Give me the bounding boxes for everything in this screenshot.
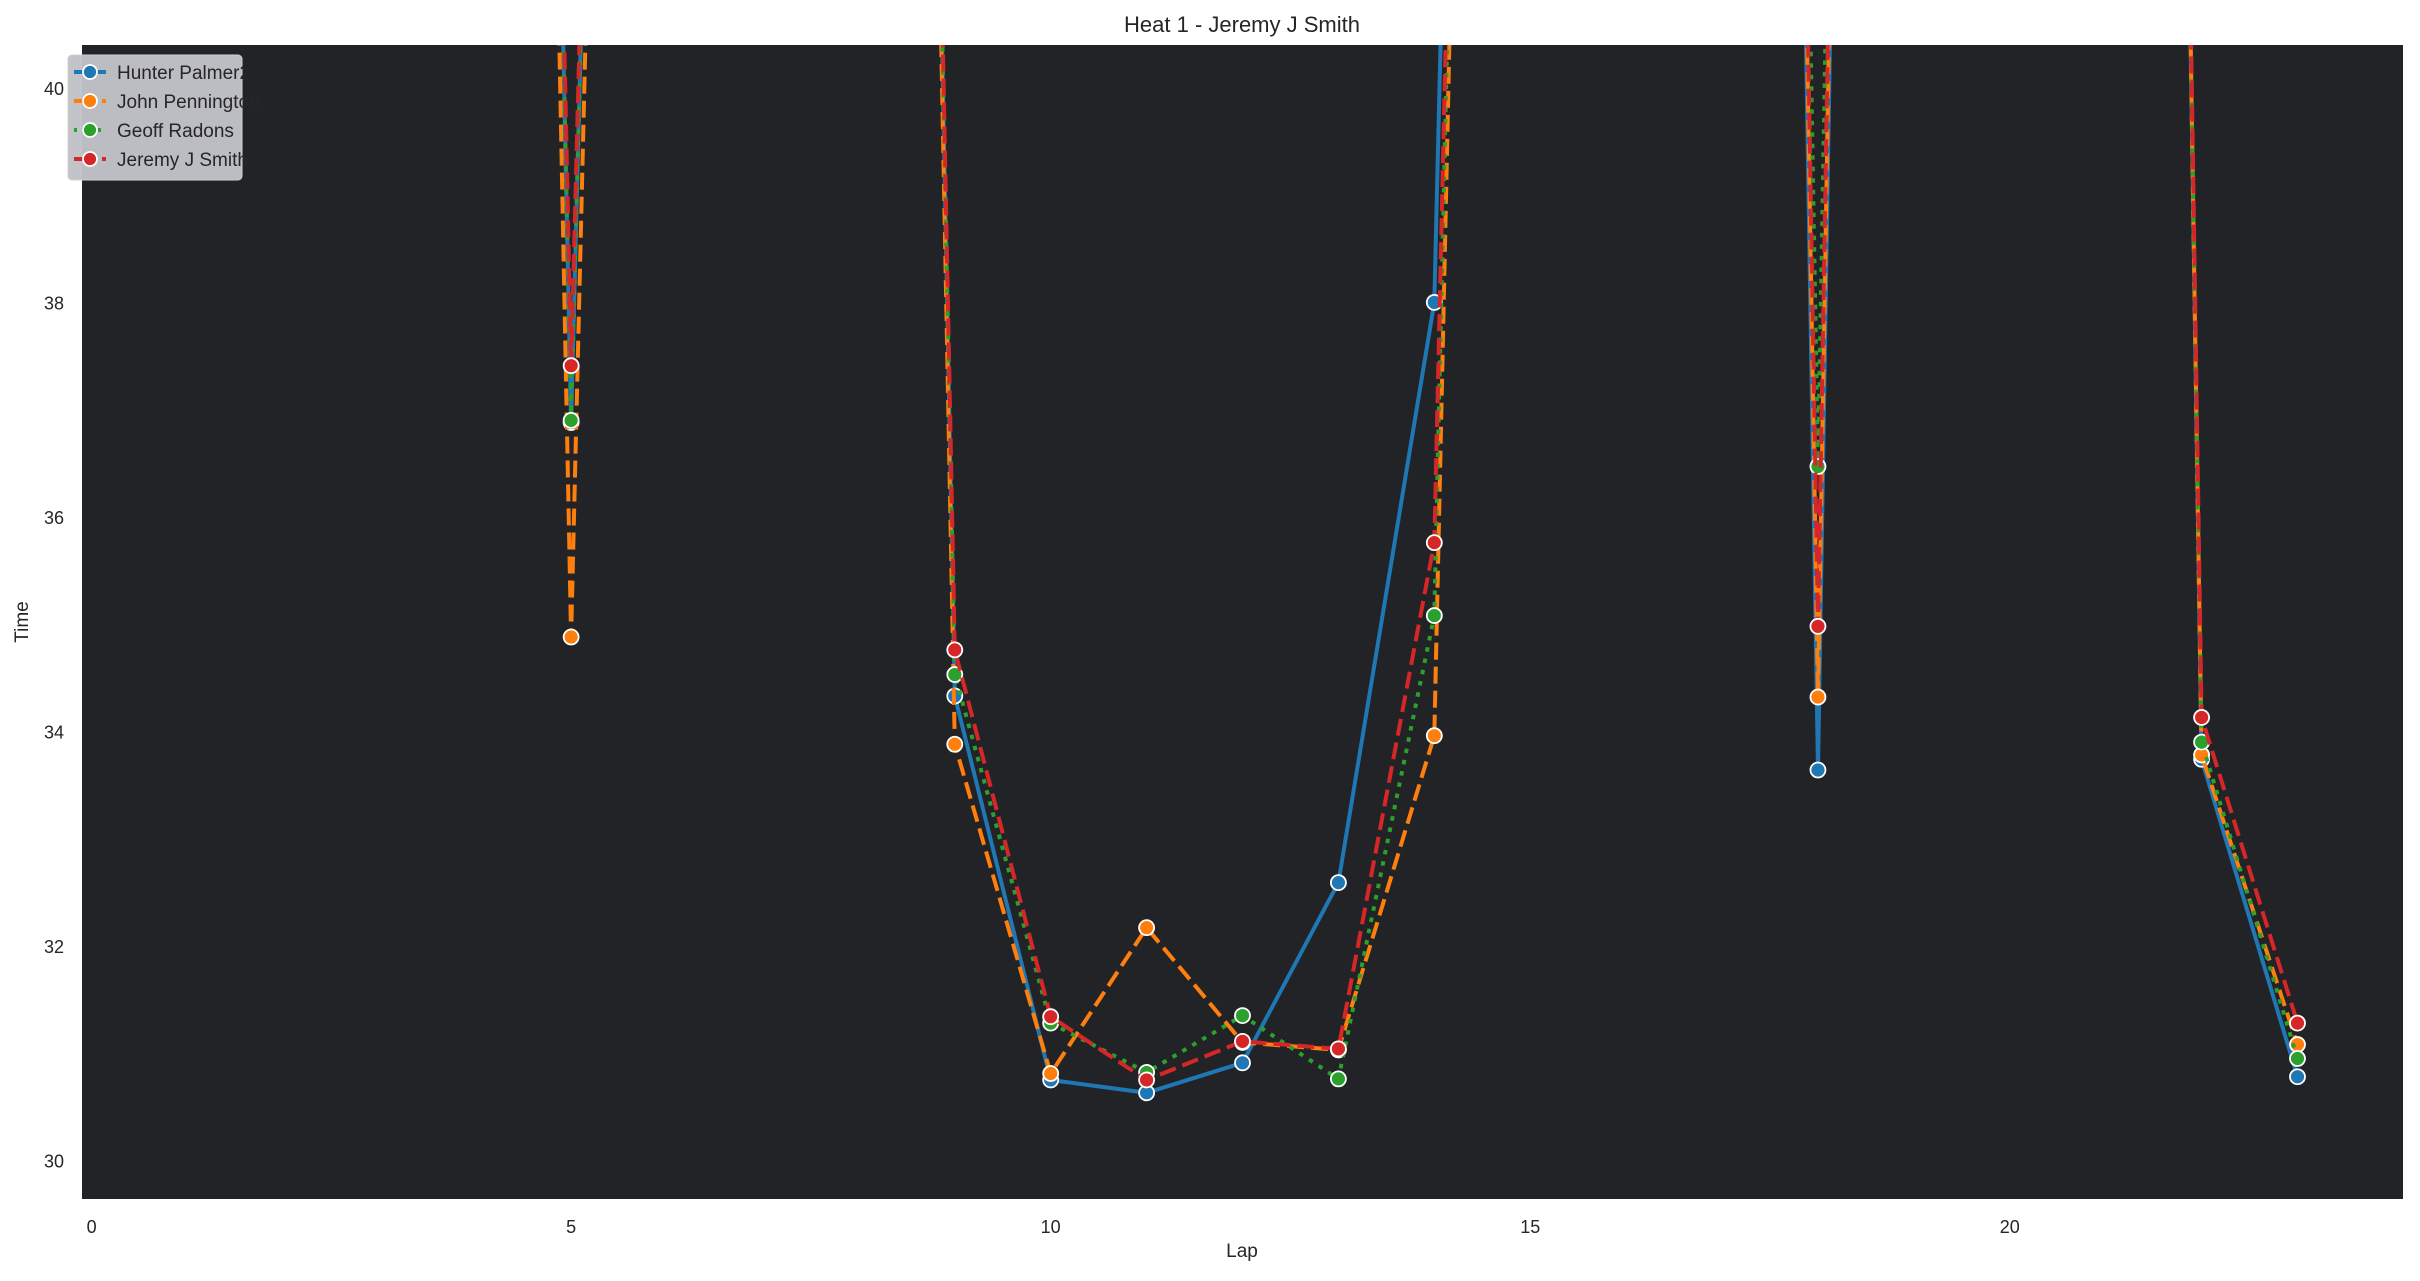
x-axis-label: Lap	[1226, 1241, 1258, 1262]
y-axis-label: Time	[12, 601, 33, 643]
data-point	[946, 641, 964, 659]
series-lines	[557, 45, 2306, 1102]
data-point	[1234, 1007, 1251, 1025]
data-point	[1425, 607, 1443, 624]
data-point	[2193, 709, 2210, 726]
legend-marker	[82, 64, 98, 80]
data-point	[1138, 1071, 1155, 1089]
x-tick-label: 10	[1041, 1217, 1061, 1237]
data-point	[2289, 1050, 2306, 1067]
legend-marker	[82, 93, 98, 109]
legend: Hunter Palmer2 John Pennington Geoff Radon…	[67, 54, 260, 181]
data-point	[1809, 617, 1827, 635]
data-point	[1234, 1054, 1251, 1072]
x-tick-label: 5	[566, 1217, 576, 1237]
x-tick-labels: 0 5 10 15 20	[87, 1217, 2020, 1237]
data-point	[1330, 1040, 1347, 1058]
data-point	[1042, 1065, 1060, 1082]
series-jeremy-j-smith	[562, 45, 2306, 1089]
y-tick-labels: 30 32 34 36 38 40	[44, 79, 64, 1171]
data-point	[1234, 1032, 1251, 1050]
legend-label: Geoff Radons	[117, 121, 234, 142]
y-tick-label: 38	[44, 293, 64, 313]
data-point	[1330, 1070, 1347, 1088]
data-point	[1138, 919, 1155, 937]
legend-marker	[82, 122, 98, 138]
data-point	[1809, 458, 1827, 475]
plot-area	[82, 45, 2403, 1199]
legend-entry: Hunter Palmer2	[74, 63, 250, 84]
legend-box	[67, 54, 243, 181]
y-tick-label: 30	[44, 1151, 64, 1171]
y-tick-label: 40	[44, 79, 64, 99]
y-tick-label: 36	[44, 508, 64, 528]
legend-entry: Jeremy J Smith	[74, 150, 248, 171]
data-point	[2289, 1014, 2306, 1032]
x-tick-label: 15	[1520, 1217, 1540, 1237]
data-point	[562, 357, 580, 375]
data-point	[1042, 1008, 1060, 1026]
data-point	[1330, 874, 1347, 892]
data-point	[2289, 1068, 2306, 1086]
data-point	[562, 411, 580, 429]
legend-marker	[82, 151, 98, 167]
legend-entry: Geoff Radons	[74, 121, 234, 142]
legend-label: Hunter Palmer2	[117, 63, 250, 84]
x-tick-label: 0	[87, 1217, 97, 1237]
legend-label: Jeremy J Smith	[117, 150, 248, 171]
data-point	[1809, 761, 1827, 779]
legend-entry: John Pennington	[74, 92, 260, 113]
chart-title: Heat 1 - Jeremy J Smith	[1124, 12, 1360, 37]
legend-label: John Pennington	[117, 92, 260, 113]
data-point	[1809, 688, 1827, 706]
data-point	[1425, 534, 1443, 552]
data-point	[1425, 727, 1443, 745]
y-tick-label: 32	[44, 937, 64, 957]
data-point	[562, 628, 580, 646]
y-tick-label: 34	[44, 722, 64, 742]
data-point	[946, 735, 964, 753]
x-tick-label: 20	[2000, 1217, 2020, 1237]
